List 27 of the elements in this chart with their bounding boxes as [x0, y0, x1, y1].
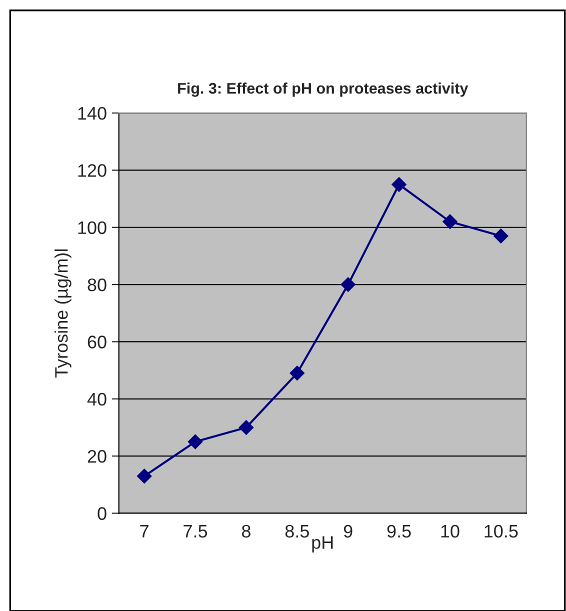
x-tick-label: 8.5	[285, 524, 309, 538]
y-tick-label: 20	[88, 450, 106, 463]
y-tick-label: 40	[87, 392, 106, 406]
x-axis-title: pH	[312, 536, 333, 552]
point	[442, 214, 458, 230]
x-tick-label: 10	[441, 524, 460, 538]
x-tick-label: 9.5	[387, 524, 411, 538]
point	[238, 420, 254, 435]
y-axis-title: Tyrosine (µg/m)l	[54, 249, 72, 378]
point	[494, 228, 508, 244]
y-tick-label: 100	[78, 221, 106, 234]
x-tick-label: 7	[140, 525, 148, 538]
point	[290, 366, 305, 381]
x-tick-label: 9	[344, 524, 352, 538]
y-tick-label: 80	[88, 278, 106, 292]
chart-title: Fig. 3: Effect of pH on proteases activity	[178, 82, 468, 97]
x-tick-label: 10.5	[484, 524, 518, 538]
x-tick-label: 7.5	[184, 525, 208, 538]
point	[340, 277, 356, 292]
point	[392, 177, 406, 192]
point	[188, 434, 203, 450]
y-tick-label: 140	[78, 106, 106, 120]
point	[136, 468, 152, 484]
y-tick-label: 0	[98, 507, 106, 520]
y-tick-label: 120	[78, 164, 106, 177]
x-tick-label: 8	[242, 524, 250, 538]
y-tick-label: 60	[88, 336, 106, 348]
